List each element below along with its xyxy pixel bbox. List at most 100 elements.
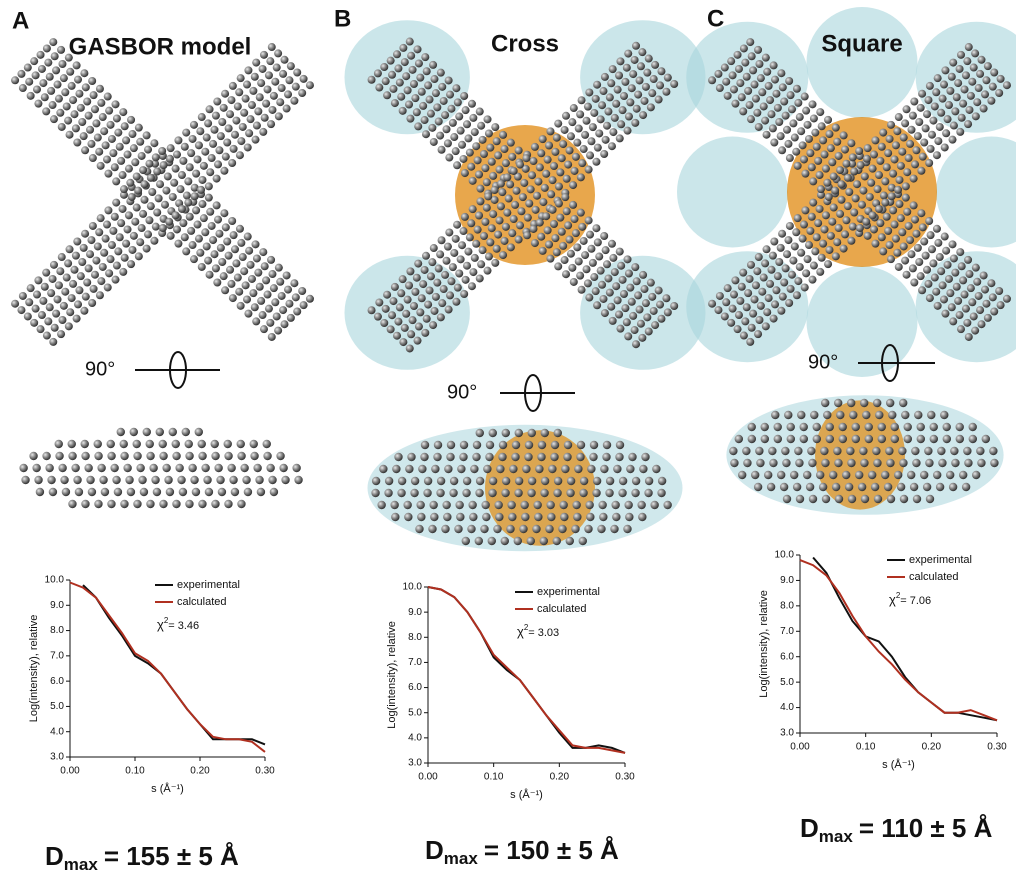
bead: [125, 211, 133, 219]
bead: [54, 81, 62, 89]
bead: [763, 68, 771, 76]
bead: [755, 447, 763, 455]
bead: [585, 166, 593, 174]
bead: [858, 483, 866, 491]
bead: [825, 193, 833, 201]
bead: [65, 322, 73, 330]
bead: [218, 488, 226, 496]
bead: [948, 303, 956, 311]
bead: [479, 136, 487, 144]
bead: [933, 471, 941, 479]
bead: [751, 81, 759, 89]
bead: [814, 219, 822, 227]
bead: [592, 489, 600, 497]
bead: [583, 265, 591, 273]
bead: [66, 245, 74, 253]
bead: [937, 267, 945, 275]
bead: [81, 440, 89, 448]
bead: [242, 476, 250, 484]
bead: [761, 117, 769, 125]
bead: [248, 101, 256, 109]
bead: [642, 83, 650, 91]
bead: [826, 435, 834, 443]
bead: [664, 308, 672, 316]
bead: [449, 489, 457, 497]
bead: [68, 500, 76, 508]
bead: [456, 513, 464, 521]
bead: [474, 226, 482, 234]
bead: [90, 285, 98, 293]
dmax-value: = 150 ± 5 Å: [484, 835, 619, 865]
bead: [848, 495, 856, 503]
bead: [609, 317, 617, 325]
bead: [862, 218, 870, 226]
bead: [892, 141, 900, 149]
bead: [611, 268, 619, 276]
bead: [243, 81, 251, 89]
bead: [741, 59, 749, 67]
bead: [148, 188, 156, 196]
bead: [97, 464, 105, 472]
bead: [746, 275, 754, 283]
bead: [644, 489, 652, 497]
bead: [830, 204, 838, 212]
x-tick-label: 0.00: [60, 766, 80, 777]
bead: [839, 435, 847, 443]
bead: [251, 73, 259, 81]
bead: [433, 103, 441, 111]
bead: [55, 95, 63, 103]
bead: [841, 146, 849, 154]
bead: [164, 172, 172, 180]
bead: [135, 124, 143, 132]
bead: [984, 314, 992, 322]
bead: [964, 459, 972, 467]
bead: [111, 163, 119, 171]
bead: [641, 453, 649, 461]
bead: [452, 147, 460, 155]
bead: [92, 119, 100, 127]
bead: [620, 290, 628, 298]
bead: [548, 465, 556, 473]
dmax-symbol: D: [425, 835, 444, 865]
bead: [833, 138, 841, 146]
bead: [292, 83, 300, 91]
bead: [817, 185, 825, 193]
bead: [774, 272, 782, 280]
bead: [783, 495, 791, 503]
bead: [474, 156, 482, 164]
bead: [708, 300, 716, 308]
bead: [752, 281, 760, 289]
bead: [197, 186, 205, 194]
bead: [156, 180, 164, 188]
bead: [836, 210, 844, 218]
bead: [377, 501, 385, 509]
bead: [767, 110, 775, 118]
bead: [475, 489, 483, 497]
bead: [441, 271, 449, 279]
bead: [298, 287, 306, 295]
bead: [550, 162, 558, 170]
bead: [647, 279, 655, 287]
bead: [120, 440, 128, 448]
bead: [775, 258, 783, 266]
bead: [813, 233, 821, 241]
bead: [306, 295, 314, 303]
bead: [924, 96, 932, 104]
bead: [605, 489, 613, 497]
bead: [209, 236, 217, 244]
bead: [194, 155, 202, 163]
bead: [895, 200, 903, 208]
bead: [971, 49, 979, 57]
bead: [223, 237, 231, 245]
bead: [460, 441, 468, 449]
y-tick-label: 4.0: [50, 726, 64, 737]
bead: [902, 194, 910, 202]
y-tick-label: 3.0: [408, 758, 422, 769]
bead: [438, 83, 446, 91]
bead: [169, 428, 177, 436]
bead: [514, 537, 522, 545]
bead: [589, 123, 597, 131]
bead: [205, 182, 213, 190]
bead: [198, 500, 206, 508]
bead: [944, 261, 952, 269]
